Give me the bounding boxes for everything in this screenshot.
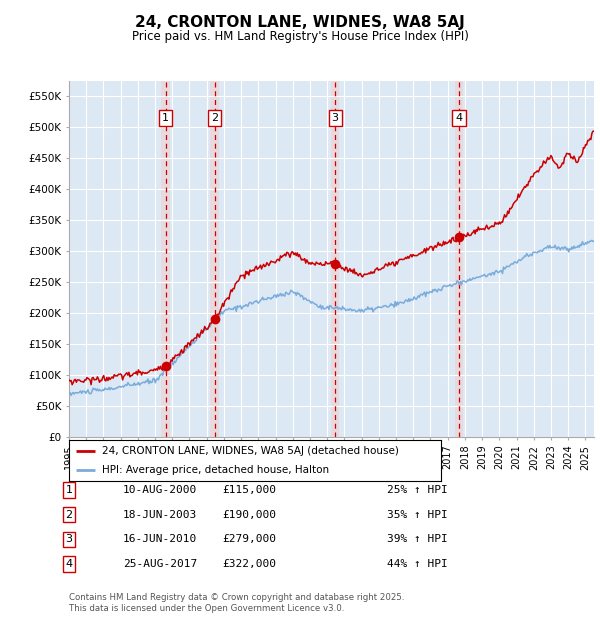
- Text: 2: 2: [65, 510, 73, 520]
- Text: Price paid vs. HM Land Registry's House Price Index (HPI): Price paid vs. HM Land Registry's House …: [131, 30, 469, 43]
- Text: £115,000: £115,000: [222, 485, 276, 495]
- Text: 3: 3: [65, 534, 73, 544]
- Text: 4: 4: [65, 559, 73, 569]
- Text: 1: 1: [65, 485, 73, 495]
- Text: 24, CRONTON LANE, WIDNES, WA8 5AJ (detached house): 24, CRONTON LANE, WIDNES, WA8 5AJ (detac…: [103, 446, 400, 456]
- Text: Contains HM Land Registry data © Crown copyright and database right 2025.
This d: Contains HM Land Registry data © Crown c…: [69, 593, 404, 613]
- Bar: [331, 81, 340, 437]
- Text: 2: 2: [211, 113, 218, 123]
- Text: 25% ↑ HPI: 25% ↑ HPI: [387, 485, 448, 495]
- Text: 10-AUG-2000: 10-AUG-2000: [123, 485, 197, 495]
- Text: 18-JUN-2003: 18-JUN-2003: [123, 510, 197, 520]
- Text: 24, CRONTON LANE, WIDNES, WA8 5AJ: 24, CRONTON LANE, WIDNES, WA8 5AJ: [135, 16, 465, 30]
- Text: 44% ↑ HPI: 44% ↑ HPI: [387, 559, 448, 569]
- Bar: [161, 81, 170, 437]
- Text: £190,000: £190,000: [222, 510, 276, 520]
- Text: 16-JUN-2010: 16-JUN-2010: [123, 534, 197, 544]
- Text: 3: 3: [332, 113, 338, 123]
- Text: 4: 4: [455, 113, 463, 123]
- Text: 25-AUG-2017: 25-AUG-2017: [123, 559, 197, 569]
- Bar: [211, 81, 219, 437]
- Text: £279,000: £279,000: [222, 534, 276, 544]
- Text: 1: 1: [162, 113, 169, 123]
- Text: £322,000: £322,000: [222, 559, 276, 569]
- Text: 39% ↑ HPI: 39% ↑ HPI: [387, 534, 448, 544]
- Text: HPI: Average price, detached house, Halton: HPI: Average price, detached house, Halt…: [103, 466, 329, 476]
- Bar: [455, 81, 463, 437]
- Text: 35% ↑ HPI: 35% ↑ HPI: [387, 510, 448, 520]
